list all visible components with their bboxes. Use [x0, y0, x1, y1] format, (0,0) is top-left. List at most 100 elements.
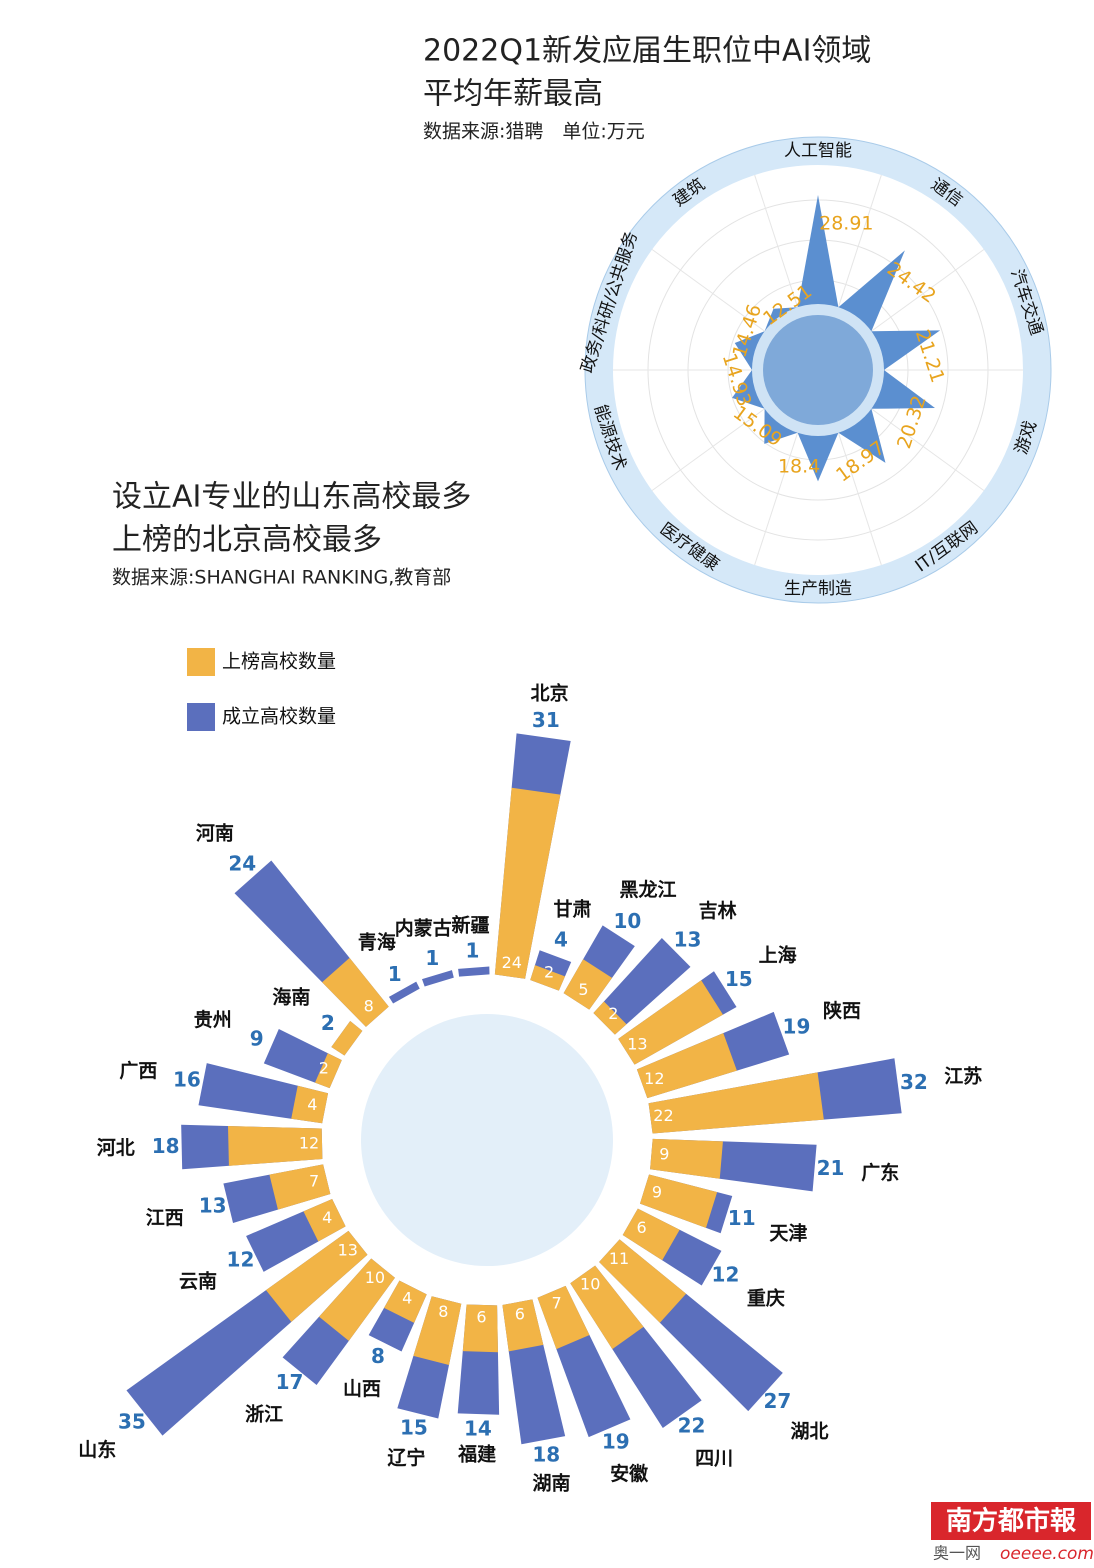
category-label: 青海 — [358, 931, 396, 954]
value-label: 13 — [627, 1034, 647, 1053]
bar — [648, 1072, 824, 1134]
value-label: 4 — [307, 1095, 317, 1114]
value-label: 18.4 — [778, 456, 820, 478]
value-label: 15 — [400, 1415, 428, 1439]
spike — [734, 331, 765, 370]
category-label: 云南 — [179, 1270, 217, 1292]
value-label: 22 — [678, 1414, 706, 1438]
bar — [650, 1138, 723, 1179]
category-label: 湖南 — [533, 1473, 571, 1495]
value-label: 13 — [338, 1240, 358, 1259]
value-label: 16 — [173, 1068, 201, 1092]
bar — [599, 1239, 687, 1323]
category-label: 甘肃 — [554, 898, 592, 921]
guide-spoke — [651, 406, 769, 491]
spike — [732, 370, 765, 409]
category-label: 贵州 — [194, 1009, 232, 1031]
value-label: 10 — [365, 1268, 385, 1287]
value-label: 24 — [228, 851, 256, 875]
category-label: 广西 — [119, 1059, 157, 1082]
bar — [388, 981, 420, 1004]
guide-spoke — [836, 428, 882, 566]
value-label: 12 — [299, 1134, 319, 1153]
spike — [871, 370, 935, 409]
value-label: 7 — [309, 1172, 319, 1191]
spike — [797, 432, 839, 482]
guide-spoke — [836, 174, 882, 312]
value-label: 11 — [609, 1249, 629, 1268]
bar — [269, 1164, 331, 1210]
chart-title: 平均年薪最高 — [423, 77, 603, 112]
spike — [838, 250, 905, 332]
value-label: 6 — [476, 1307, 486, 1326]
bar — [530, 965, 566, 991]
value-label: 1 — [425, 946, 439, 970]
bar — [319, 1258, 395, 1341]
value-label: 22 — [653, 1106, 673, 1125]
value-label: 2 — [321, 1011, 335, 1035]
value-label: 13 — [674, 928, 702, 952]
bar — [462, 1304, 498, 1353]
spike — [838, 408, 886, 463]
category-label: 山西 — [343, 1378, 381, 1400]
value-label: 10 — [613, 909, 641, 933]
value-label: 19 — [783, 1014, 811, 1038]
value-label: 4 — [554, 928, 568, 952]
spike — [871, 330, 941, 370]
chart-title: 设立AI专业的山东高校最多 — [112, 480, 471, 515]
value-label: 12 — [712, 1263, 740, 1287]
bar — [593, 937, 691, 1035]
value-label: 9 — [250, 1026, 264, 1050]
bar — [593, 1001, 627, 1035]
category-label: 新疆 — [451, 913, 489, 936]
value-label: 6 — [636, 1218, 646, 1237]
category-label: 海南 — [272, 986, 310, 1009]
category-label: 辽宁 — [387, 1446, 425, 1469]
value-label: 4 — [402, 1289, 412, 1308]
bar — [228, 1125, 323, 1166]
logo-brand: 南方都市報 — [946, 1506, 1077, 1537]
category-label: 安徽 — [610, 1462, 649, 1485]
value-label: 11 — [728, 1206, 756, 1230]
bar — [618, 980, 723, 1065]
bar — [315, 1053, 342, 1089]
chart-subtitle: 数据来源:SHANGHAI RANKING,教育部 — [112, 567, 451, 589]
value-label: 2 — [319, 1058, 329, 1077]
value-label: 32 — [900, 1070, 928, 1094]
bar — [384, 1280, 427, 1323]
bar — [291, 1085, 329, 1124]
hub — [763, 315, 873, 425]
bar — [563, 959, 613, 1010]
category-label: 重庆 — [747, 1287, 785, 1310]
value-label: 8 — [371, 1344, 385, 1368]
category-label: 广东 — [861, 1161, 899, 1184]
value-label: 31 — [532, 708, 560, 732]
value-label: 24 — [502, 953, 522, 972]
value-label: 21 — [817, 1156, 845, 1180]
guide-spoke — [867, 406, 985, 491]
bar — [570, 1265, 644, 1350]
chart-title: 上榜的北京高校最多 — [112, 523, 382, 558]
legend-swatch — [187, 703, 215, 731]
bar — [413, 1296, 462, 1365]
value-label: 13 — [199, 1193, 227, 1217]
logo-site: 奥一网 — [933, 1544, 981, 1563]
category-label: 黑龙江 — [620, 878, 677, 901]
bar — [622, 1208, 680, 1261]
value-label: 17 — [276, 1370, 304, 1394]
value-label: 12 — [227, 1247, 255, 1271]
guide-spoke — [867, 249, 985, 334]
legend-label: 上榜高校数量 — [222, 651, 336, 673]
category-label: 河南 — [196, 823, 234, 845]
category-label: 浙江 — [245, 1402, 283, 1425]
value-label: 6 — [515, 1304, 525, 1323]
bar — [502, 1299, 544, 1352]
value-label: 2 — [608, 1004, 618, 1023]
category-label: 上海 — [759, 943, 797, 966]
value-label: 14 — [464, 1417, 492, 1441]
ring-edge — [584, 136, 1052, 604]
logo-url: oeeee.com — [1000, 1544, 1094, 1564]
bar — [639, 1174, 718, 1228]
